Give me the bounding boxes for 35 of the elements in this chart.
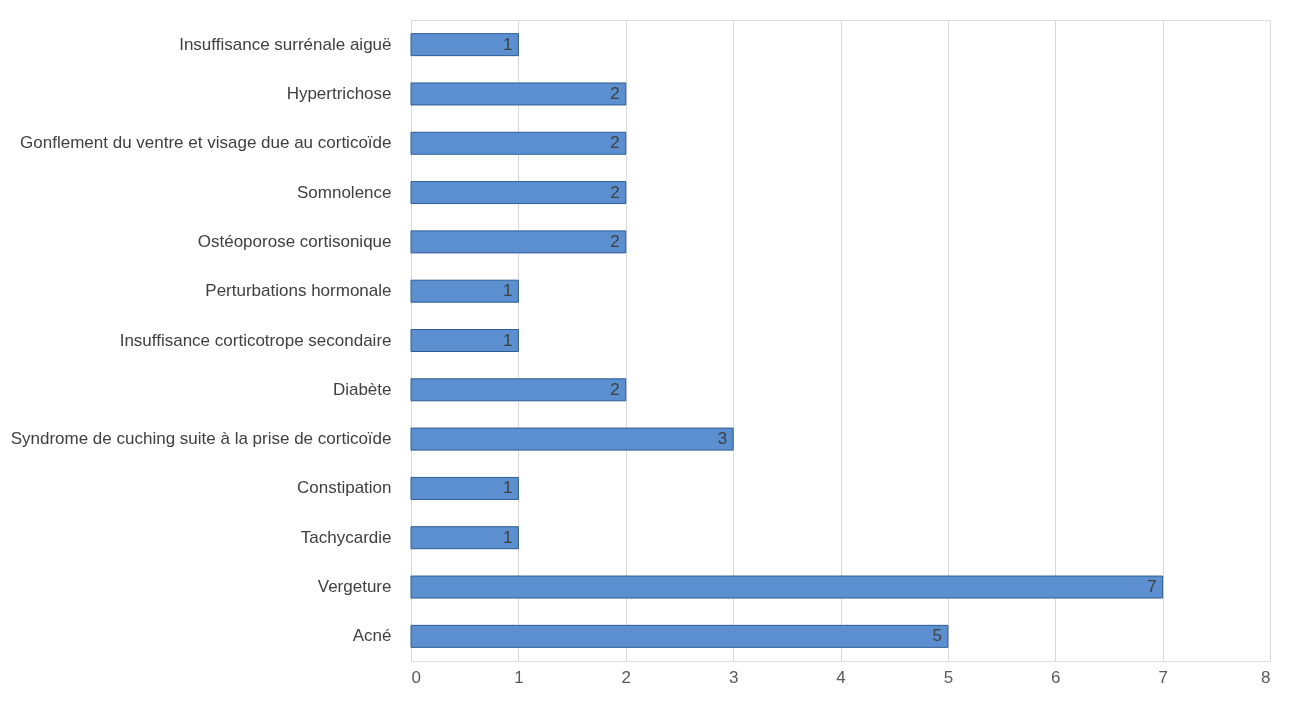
x-tick-label: 2 bbox=[621, 667, 631, 687]
y-tick-label: Perturbations hormonale bbox=[205, 281, 392, 301]
data-label: 2 bbox=[610, 379, 620, 399]
data-label: 1 bbox=[502, 34, 513, 54]
y-tick-label: Hypertrichose bbox=[286, 83, 392, 103]
data-label: 1 bbox=[502, 527, 513, 547]
data-label: 1 bbox=[502, 478, 513, 498]
y-tick-label: Diabète bbox=[332, 379, 392, 399]
y-tick-label: Gonflement du ventre et visage due au corticoïde bbox=[20, 133, 392, 153]
x-tick-label: 1 bbox=[514, 667, 524, 687]
y-tick-label: Syndrome de cuching suite à la prise de corticoïde bbox=[10, 429, 392, 449]
x-tick-label: 0 bbox=[411, 667, 421, 687]
x-tick-label: 4 bbox=[836, 667, 846, 687]
data-label: 2 bbox=[610, 83, 620, 103]
data-label: 1 bbox=[502, 330, 513, 350]
data-label: 1 bbox=[502, 281, 513, 301]
data-label: 7 bbox=[1147, 577, 1157, 597]
y-tick-label: Constipation bbox=[296, 478, 392, 498]
x-tick-label: 5 bbox=[943, 667, 954, 687]
x-tick-label: 7 bbox=[1158, 667, 1168, 687]
y-tick-label: Insuffisance corticotrope secondaire bbox=[119, 330, 392, 350]
y-tick-label: Insuffisance surrénale aiguë bbox=[179, 34, 392, 54]
x-tick-label: 3 bbox=[728, 667, 739, 687]
y-tick-label: Vergeture bbox=[317, 577, 392, 597]
data-label: 2 bbox=[610, 231, 620, 251]
data-label: 2 bbox=[610, 133, 620, 153]
x-tick-label: 8 bbox=[1261, 667, 1271, 687]
y-tick-label: Ostéoporose cortisonique bbox=[197, 231, 392, 251]
y-tick-label: Acné bbox=[352, 626, 392, 646]
y-tick-label: Somnolence bbox=[296, 182, 392, 202]
data-label: 3 bbox=[717, 429, 728, 449]
data-label: 2 bbox=[610, 182, 620, 202]
x-tick-label: 6 bbox=[1051, 667, 1061, 687]
data-label: 5 bbox=[932, 626, 942, 646]
y-tick-label: Tachycardie bbox=[300, 527, 392, 547]
